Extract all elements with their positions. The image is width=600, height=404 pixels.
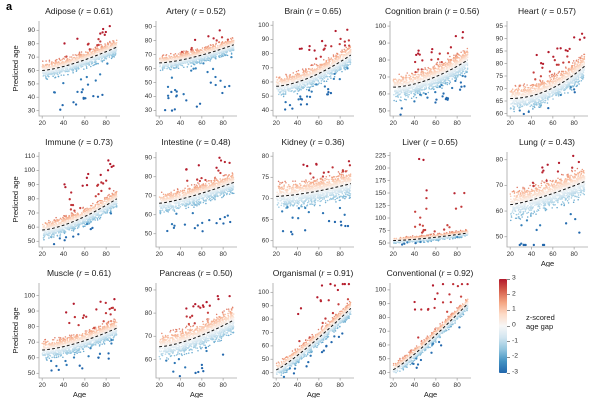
panel-brain: Brain (r = 0.65): [241, 5, 358, 136]
colorbar-tick-label: -3: [512, 368, 519, 376]
scatter-plot-organismal: [241, 280, 358, 398]
correlation-value: 0.61: [93, 6, 111, 16]
correlation-value: 0.65: [438, 137, 455, 147]
colorbar-label-line1: z-scored: [526, 313, 555, 322]
organ-name: Immune: [45, 137, 76, 147]
colorbar-legend: 3 2 1 0 -1 -2 -3 z-scored age gap: [475, 267, 592, 398]
organ-name: Cognition brain: [385, 6, 443, 16]
colorbar-tickmark: [507, 278, 510, 280]
scatter-plot-muscle: [7, 280, 124, 398]
panel-title-organismal: Organismal (r = 0.91): [272, 268, 354, 278]
organ-name: Conventional: [386, 268, 437, 278]
organ-name: Adipose: [45, 6, 76, 16]
colorbar-label: z-scored age gap: [526, 313, 555, 331]
panel-title-immune: Immune (r = 0.73): [45, 137, 113, 147]
panel-title-artery: Artery (r = 0.52): [166, 6, 226, 16]
colorbar-gradient: [499, 279, 507, 373]
panel-grid: Adipose (r = 0.61) Artery (r = 0.52) Brain…: [7, 5, 592, 398]
panel-title-cognition-brain: Cognition brain (r = 0.56): [385, 6, 480, 16]
panel-title-brain: Brain (r = 0.65): [284, 6, 342, 16]
colorbar-tick-label: 0: [512, 321, 516, 329]
scatter-plot-kidney: [241, 149, 358, 267]
panel-title-intestine: Intestine (r = 0.48): [161, 137, 231, 147]
correlation-value: 0.65: [322, 6, 339, 16]
correlation-value: 0.52: [206, 6, 224, 16]
scatter-plot-brain: [241, 18, 358, 136]
organ-name: Muscle: [46, 268, 74, 278]
organ-name: Liver: [402, 137, 421, 147]
organ-name: Intestine: [161, 137, 194, 147]
scatter-plot-lung: [475, 149, 592, 267]
colorbar-tickmark: [507, 294, 510, 296]
scatter-plot-artery: [124, 18, 241, 136]
colorbar-tick-label: 3: [512, 274, 516, 282]
scatter-plot-pancreas: [124, 280, 241, 398]
panel-organismal: Organismal (r = 0.91): [241, 267, 358, 398]
scatter-plot-adipose: [7, 18, 124, 136]
figure-panel-label: a: [6, 1, 13, 13]
panel-heart: Heart (r = 0.57): [475, 5, 592, 136]
colorbar-tickmark: [507, 325, 510, 327]
correlation-value: 0.36: [325, 137, 342, 147]
colorbar-tick-label: 1: [512, 305, 516, 313]
correlation-value: 0.56: [459, 6, 477, 16]
scatter-plot-conventional: [358, 280, 475, 398]
correlation-value: 0.91: [333, 268, 351, 278]
colorbar-tickmark: [507, 372, 510, 374]
correlation-value: 0.43: [555, 137, 573, 147]
panel-title-pancreas: Pancreas (r = 0.50): [159, 268, 233, 278]
panel-immune: Immune (r = 0.73): [7, 136, 124, 267]
correlation-value: 0.48: [211, 137, 228, 147]
panel-title-muscle: Muscle (r = 0.61): [46, 268, 112, 278]
colorbar-tickmark: [507, 341, 510, 343]
panel-lung: Lung (r = 0.43): [475, 136, 592, 267]
colorbar-tickmark: [507, 309, 510, 311]
organ-name: Kidney: [281, 137, 308, 147]
panel-title-heart: Heart (r = 0.57): [518, 6, 576, 16]
organ-name: Organismal: [272, 268, 317, 278]
panel-pancreas: Pancreas (r = 0.50): [124, 267, 241, 398]
organ-name: Artery: [166, 6, 189, 16]
panel-title-conventional: Conventional (r = 0.92): [386, 268, 474, 278]
organ-name: Lung: [518, 137, 538, 147]
colorbar-tick-label: 2: [512, 290, 516, 298]
panel-muscle: Muscle (r = 0.61): [7, 267, 124, 398]
organ-name: Brain: [284, 6, 305, 16]
colorbar-tick-label: -1: [512, 337, 519, 345]
scatter-plot-cognition-brain: [358, 18, 475, 136]
scatter-plot-immune: [7, 149, 124, 267]
correlation-value: 0.73: [93, 137, 111, 147]
panel-intestine: Intestine (r = 0.48): [124, 136, 241, 267]
colorbar-ticks: 3 2 1 0 -1 -2 -3: [507, 274, 524, 375]
organ-name: Heart: [518, 6, 539, 16]
panel-conventional: Conventional (r = 0.92): [358, 267, 475, 398]
correlation-value: 0.57: [556, 6, 574, 16]
scatter-plot-intestine: [124, 149, 241, 267]
colorbar-tick-label: -2: [512, 352, 519, 360]
panel-cognition-brain: Cognition brain (r = 0.56): [358, 5, 480, 136]
correlation-value: 0.50: [213, 268, 230, 278]
correlation-value: 0.92: [453, 268, 471, 278]
colorbar-label-line2: age gap: [526, 322, 554, 331]
scatter-plot-liver: [358, 149, 475, 267]
organ-name: Pancreas: [159, 268, 196, 278]
panel-liver: Liver (r = 0.65): [358, 136, 475, 267]
panel-artery: Artery (r = 0.52): [124, 5, 241, 136]
panel-adipose: Adipose (r = 0.61): [7, 5, 124, 136]
panel-title-liver: Liver (r = 0.65): [402, 137, 458, 147]
colorbar-tickmark: [507, 356, 510, 358]
correlation-value: 0.61: [91, 268, 109, 278]
panel-title-lung: Lung (r = 0.43): [518, 137, 576, 147]
panel-kidney: Kidney (r = 0.36): [241, 136, 358, 267]
panel-title-adipose: Adipose (r = 0.61): [45, 6, 113, 16]
panel-title-kidney: Kidney (r = 0.36): [281, 137, 345, 147]
scatter-plot-heart: [475, 18, 592, 136]
